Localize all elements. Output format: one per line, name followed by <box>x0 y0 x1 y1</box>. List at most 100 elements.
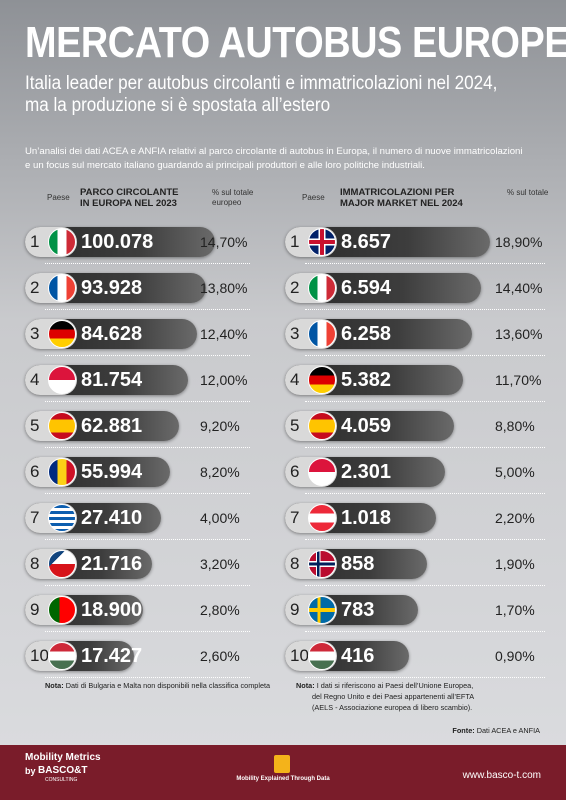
share: 8,80% <box>495 418 535 434</box>
flag <box>48 320 76 348</box>
value: 100.078 <box>81 231 154 253</box>
note: Nota: Dati di Bulgaria e Malta non dispo… <box>45 681 270 691</box>
value: 62.881 <box>81 415 143 437</box>
flag <box>48 228 76 256</box>
share: 14,70% <box>200 234 248 250</box>
brand-by: by <box>25 766 36 776</box>
flag <box>308 228 336 256</box>
company: BASCO&T <box>38 765 88 776</box>
dotted-line <box>45 355 250 356</box>
share: 4,00% <box>200 510 240 526</box>
dotted-line <box>305 309 545 310</box>
flag <box>308 458 336 486</box>
note-text: I dati si riferiscono ai Paesi dell’Unio… <box>316 681 474 690</box>
flag <box>308 504 336 532</box>
share: 12,40% <box>200 326 248 342</box>
header-metric: IMMATRICOLAZIONI PER <box>340 187 455 198</box>
header-country: Paese <box>302 193 325 202</box>
share: 2,80% <box>200 602 240 618</box>
share: 14,40% <box>495 280 543 296</box>
share: 12,00% <box>200 372 248 388</box>
dotted-line <box>45 447 250 448</box>
value: 4.059 <box>341 415 392 437</box>
brand: Mobility Metrics <box>25 752 101 763</box>
flag <box>48 274 76 302</box>
dotted-line <box>45 631 250 632</box>
share: 18,90% <box>495 234 543 250</box>
dotted-line <box>305 355 545 356</box>
note-label: Nota: <box>45 681 64 690</box>
flag <box>48 550 76 578</box>
share: 2,60% <box>200 648 240 664</box>
company-sub: CONSULTING <box>45 777 78 783</box>
value: 81.754 <box>81 369 143 391</box>
share: 2,20% <box>495 510 535 526</box>
value: 84.628 <box>81 323 143 345</box>
value: 8.657 <box>341 231 392 253</box>
dotted-line <box>305 677 545 678</box>
intro: Un’analisi dei dati ACEA e ANFIA relativ… <box>25 146 523 157</box>
share: 1,90% <box>495 556 535 572</box>
header-share: % sul totale <box>507 188 549 197</box>
note: del Regno Unito e dei Paesi appartenenti… <box>312 692 474 702</box>
logo <box>274 755 290 773</box>
note-text: del Regno Unito e dei Paesi appartenenti… <box>312 692 475 701</box>
flag <box>48 504 76 532</box>
subtitle: Italia leader per autobus circolanti e i… <box>25 73 498 94</box>
value: 783 <box>341 599 375 621</box>
dotted-line <box>45 677 250 678</box>
dotted-line <box>45 263 250 264</box>
flag <box>48 458 76 486</box>
share: 9,20% <box>200 418 240 434</box>
header-metric: PARCO CIRCOLANTE <box>80 187 179 198</box>
flag <box>48 642 76 670</box>
value: 416 <box>341 645 375 667</box>
tagline: Mobility Explained Through Data <box>236 776 330 782</box>
note: (AELS - Associazione europea di libero s… <box>312 703 472 713</box>
value: 2.301 <box>341 461 392 483</box>
flag <box>308 412 336 440</box>
source-text: Dati ACEA e ANFIA <box>476 726 540 735</box>
share: 13,80% <box>200 280 248 296</box>
flag <box>308 642 336 670</box>
header-metric: IN EUROPA NEL 2023 <box>80 198 177 209</box>
share: 0,90% <box>495 648 535 664</box>
header-country: Paese <box>47 193 70 202</box>
flag <box>48 412 76 440</box>
value: 5.382 <box>341 369 392 391</box>
intro: e un focus sul mercato italiano guardand… <box>25 160 425 171</box>
header-metric: MAJOR MARKET NEL 2024 <box>340 198 463 209</box>
share: 11,70% <box>495 372 542 388</box>
dotted-line <box>45 585 250 586</box>
share: 1,70% <box>495 602 535 618</box>
flag <box>308 320 336 348</box>
url: www.basco-t.com <box>462 770 541 781</box>
header-share: % sul totale <box>212 188 254 197</box>
dotted-line <box>45 493 250 494</box>
title: MERCATO AUTOBUS EUROPEO <box>25 18 566 67</box>
flag <box>308 366 336 394</box>
value: 93.928 <box>81 277 143 299</box>
value: 27.410 <box>81 507 143 529</box>
note-text: (AELS - Associazione europea di libero s… <box>312 703 473 712</box>
dotted-line <box>305 585 545 586</box>
share: 5,00% <box>495 464 535 480</box>
flag <box>48 366 76 394</box>
source: Fonte: Dati ACEA e ANFIA <box>452 726 540 736</box>
value: 1.018 <box>341 507 392 529</box>
header-share: europeo <box>212 198 242 207</box>
flag <box>48 596 76 624</box>
dotted-line <box>45 539 250 540</box>
dotted-line <box>305 631 545 632</box>
dotted-line <box>305 401 545 402</box>
note: Nota: I dati si riferiscono ai Paesi del… <box>296 681 473 691</box>
share: 13,60% <box>495 326 543 342</box>
note-label: Nota: <box>296 681 315 690</box>
value: 21.716 <box>81 553 143 575</box>
value: 55.994 <box>81 461 143 483</box>
value: 17.427 <box>81 645 143 667</box>
source-label: Fonte: <box>452 726 475 735</box>
value: 858 <box>341 553 375 575</box>
dotted-line <box>305 447 545 448</box>
